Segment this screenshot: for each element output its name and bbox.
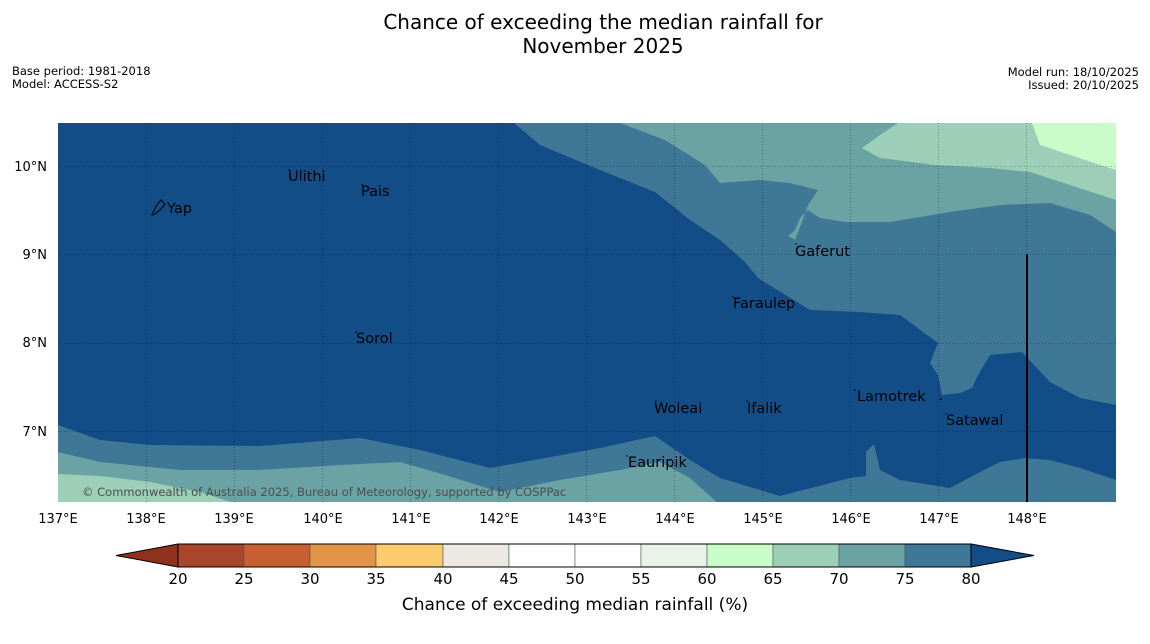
lon-label: 147°E bbox=[919, 512, 959, 527]
lon-axis-labels: 137°E 138°E 139°E 140°E 141°E 142°E 143°… bbox=[38, 512, 1047, 527]
colorbar-bin bbox=[706, 543, 774, 568]
lon-label: 138°E bbox=[126, 512, 166, 527]
colorbar: 20 25 30 35 40 45 50 55 60 65 70 75 80 C… bbox=[115, 543, 1035, 615]
place-label-lamotrek: Lamotrek bbox=[857, 389, 926, 405]
colorbar-tick-label: 50 bbox=[565, 570, 584, 588]
island-dot-lamotrek bbox=[854, 389, 856, 391]
lon-label: 137°E bbox=[38, 512, 78, 527]
region-70-75-south bbox=[58, 452, 717, 502]
island-dot-faraulep bbox=[732, 296, 734, 298]
place-label-pais: Pais bbox=[361, 184, 390, 200]
colorbar-tick-label: 65 bbox=[763, 570, 782, 588]
region-65-70-south bbox=[58, 474, 231, 502]
colorbar-tick-label: 55 bbox=[631, 570, 650, 588]
colorbar-tick-label: 30 bbox=[300, 570, 319, 588]
colorbar-tick-label: 20 bbox=[168, 570, 187, 588]
lon-label: 143°E bbox=[567, 512, 607, 527]
island-yap-outline bbox=[151, 199, 166, 216]
colorbar-high-extend bbox=[970, 543, 1035, 568]
colorbar-label: Chance of exceeding median rainfall (%) bbox=[402, 595, 748, 615]
colorbar-outline bbox=[177, 543, 972, 568]
place-labels: Yap Ulithi Pais Gaferut Faraulep Sorol W… bbox=[166, 169, 1003, 471]
base-period: Base period: 1981-2018 bbox=[12, 64, 151, 78]
island-dot-satawal bbox=[945, 413, 947, 415]
place-label-woleai: Woleai bbox=[654, 401, 702, 417]
colorbar-tick-label: 80 bbox=[961, 570, 980, 588]
issued-date: Issued: 20/10/2025 bbox=[1028, 78, 1139, 92]
model-name: Model: ACCESS-S2 bbox=[12, 77, 119, 91]
lon-label: 139°E bbox=[214, 512, 254, 527]
colorbar-tick-label: 40 bbox=[433, 570, 452, 588]
colorbar-bin bbox=[177, 543, 245, 568]
colorbar-tick-label: 25 bbox=[234, 570, 253, 588]
lat-axis-labels: 10°N 9°N 8°N 7°N bbox=[14, 160, 47, 440]
colorbar-tick-label: 70 bbox=[829, 570, 848, 588]
lon-label: 146°E bbox=[831, 512, 871, 527]
place-label-gaferut: Gaferut bbox=[795, 244, 850, 260]
colorbar-bin bbox=[640, 543, 708, 568]
island-dot-gaferut bbox=[795, 243, 797, 245]
colorbar-bin bbox=[243, 543, 311, 568]
region-75-80 bbox=[514, 123, 1116, 502]
place-label-ulithi: Ulithi bbox=[288, 169, 326, 185]
island-markers bbox=[288, 169, 947, 457]
place-label-ifalik: Ifalik bbox=[747, 401, 782, 417]
place-label-eauripik: Eauripik bbox=[628, 455, 687, 471]
island-dot-eauripik bbox=[626, 455, 628, 457]
place-label-yap: Yap bbox=[166, 201, 192, 217]
colorbar-bin bbox=[838, 543, 906, 568]
island-yap-dots bbox=[158, 202, 164, 208]
map-title-line-2: November 2025 bbox=[522, 34, 684, 58]
map-title: Chance of exceeding the median rainfall … bbox=[0, 10, 1150, 58]
colorbar-bin bbox=[574, 543, 642, 568]
colorbar-tick-label: 75 bbox=[895, 570, 914, 588]
map-title-line-1: Chance of exceeding the median rainfall … bbox=[383, 10, 823, 34]
lon-label: 148°E bbox=[1007, 512, 1047, 527]
meta-left: Base period: 1981-2018 Model: ACCESS-S2 bbox=[12, 65, 151, 91]
colorbar-bin bbox=[904, 543, 972, 568]
lon-label: 141°E bbox=[391, 512, 431, 527]
lon-label: 145°E bbox=[743, 512, 783, 527]
island-dot-woleai bbox=[655, 400, 657, 402]
colorbar-bin bbox=[442, 543, 510, 568]
place-label-faraulep: Faraulep bbox=[733, 296, 795, 312]
colorbar-bin bbox=[375, 543, 444, 568]
colorbar-ticks: 20 25 30 35 40 45 50 55 60 65 70 75 80 bbox=[168, 570, 980, 588]
colorbar-low-extend bbox=[115, 543, 179, 568]
lat-label: 8°N bbox=[23, 336, 48, 351]
colorbar-tick-label: 45 bbox=[499, 570, 518, 588]
lon-label: 140°E bbox=[303, 512, 343, 527]
island-dot-pais bbox=[361, 184, 363, 186]
meta-right: Model run: 18/10/2025 Issued: 20/10/2025 bbox=[1008, 66, 1139, 92]
colorbar-bin bbox=[508, 543, 576, 568]
colorbar-bin bbox=[309, 543, 377, 568]
place-label-satawal: Satawal bbox=[946, 413, 1003, 429]
lon-label: 142°E bbox=[479, 512, 519, 527]
colorbar-bin bbox=[772, 543, 840, 568]
place-label-sorol: Sorol bbox=[356, 331, 393, 347]
island-dot-ifalik bbox=[746, 400, 748, 402]
lat-label: 10°N bbox=[14, 160, 47, 175]
model-run: Model run: 18/10/2025 bbox=[1007, 65, 1139, 79]
map-area: Yap Ulithi Pais Gaferut Faraulep Sorol W… bbox=[58, 123, 1116, 502]
colorbar-tick-label: 35 bbox=[366, 570, 385, 588]
island-dot-sorol bbox=[355, 331, 357, 333]
lat-label: 9°N bbox=[23, 248, 48, 263]
lat-label: 7°N bbox=[23, 425, 48, 440]
region-60-65 bbox=[1032, 123, 1116, 170]
island-dot-lamotrek-2 bbox=[940, 398, 942, 400]
island-dot-ulithi bbox=[288, 169, 290, 171]
colorbar-tick-label: 60 bbox=[697, 570, 716, 588]
lon-label: 144°E bbox=[655, 512, 695, 527]
copyright-text: © Commonwealth of Australia 2025, Bureau… bbox=[82, 485, 566, 499]
